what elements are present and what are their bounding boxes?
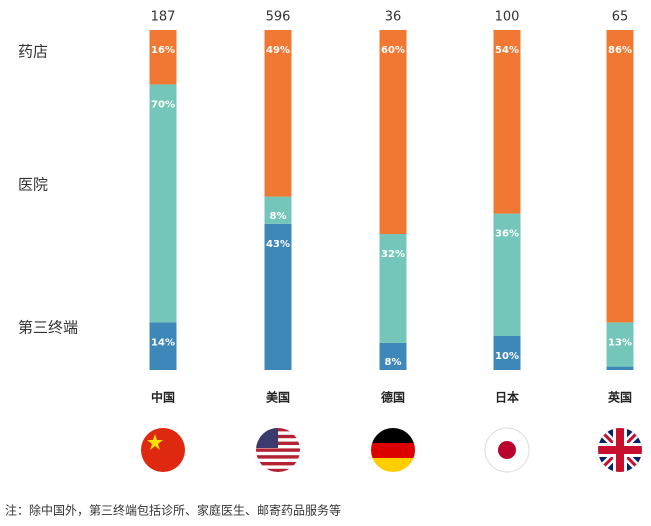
- value-label: 86%: [608, 45, 632, 56]
- value-label: 54%: [495, 45, 519, 56]
- bar-segment: [149, 322, 177, 370]
- value-label: 32%: [381, 249, 405, 260]
- bar-segment: [149, 30, 177, 85]
- bar-segment: [606, 30, 634, 323]
- bar-segment: [379, 234, 407, 343]
- value-label: 43%: [266, 239, 290, 250]
- x-tick-label: 中国: [151, 390, 175, 405]
- flag-japan: [484, 427, 530, 473]
- bar-segment: [379, 30, 407, 234]
- x-tick-label: 美国: [266, 390, 290, 405]
- x-tick-label: 英国: [608, 390, 632, 405]
- value-label: 49%: [266, 45, 290, 56]
- x-tick-label: 德国: [381, 390, 405, 405]
- total-label: 596: [266, 10, 291, 25]
- value-label: 70%: [151, 99, 175, 110]
- flag-china: [141, 428, 185, 472]
- footnote: 注：除中国外，第三终端包括诊所、家庭医生、邮寄药品服务等: [5, 503, 341, 518]
- bar-segment: [606, 322, 634, 367]
- value-label: 8%: [385, 357, 402, 368]
- legend-label: 医院: [18, 176, 48, 194]
- total-label: 100: [495, 10, 520, 25]
- bar-segment: [264, 30, 292, 197]
- total-label: 187: [151, 10, 176, 25]
- value-label: 8%: [270, 211, 287, 222]
- flag-usa: [256, 428, 300, 472]
- bar-segment: [493, 213, 521, 336]
- value-label: 10%: [495, 351, 519, 362]
- legend-label: 第三终端: [18, 319, 78, 337]
- flag-germany: [371, 428, 415, 472]
- value-label: 14%: [151, 337, 175, 348]
- bar-segment: [493, 30, 521, 214]
- value-label: 13%: [608, 337, 632, 348]
- bar-segment: [606, 366, 634, 370]
- value-label: 60%: [381, 45, 405, 56]
- total-label: 36: [385, 10, 402, 25]
- bar-segment: [379, 342, 407, 370]
- bar-segment: [264, 223, 292, 370]
- bar-segment: [264, 196, 292, 224]
- value-label: 16%: [151, 45, 175, 56]
- bar-segment: [149, 84, 177, 323]
- value-label: 36%: [495, 229, 519, 240]
- total-label: 65: [612, 10, 629, 25]
- flag-uk: [598, 428, 642, 472]
- bar-segment: [493, 336, 521, 370]
- legend-label: 药店: [18, 43, 48, 61]
- x-tick-label: 日本: [495, 390, 519, 405]
